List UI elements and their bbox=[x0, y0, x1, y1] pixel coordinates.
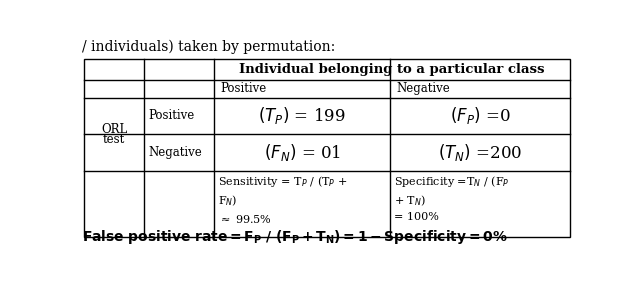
Text: $\left(T_P\right)$ = 199: $\left(T_P\right)$ = 199 bbox=[258, 105, 346, 126]
Text: Sensitivity = T$_P$ / (T$_P$ +
F$_N$)
$\approx$ 99.5%: Sensitivity = T$_P$ / (T$_P$ + F$_N$) $\… bbox=[218, 174, 348, 225]
Text: $\left(F_N\right)$ = 01: $\left(F_N\right)$ = 01 bbox=[264, 142, 340, 163]
Text: Individual belonging to a particular class: Individual belonging to a particular cla… bbox=[239, 63, 545, 76]
Text: Negative: Negative bbox=[396, 82, 450, 95]
Text: Specificity =T$_N$ / (F$_P$
+ T$_N$)
= 100%: Specificity =T$_N$ / (F$_P$ + T$_N$) = 1… bbox=[394, 174, 509, 222]
Text: ORL: ORL bbox=[101, 123, 127, 136]
Text: Positive: Positive bbox=[148, 109, 195, 122]
Text: / individuals) taken by permutation:: / individuals) taken by permutation: bbox=[83, 40, 335, 54]
Text: Positive: Positive bbox=[220, 82, 266, 95]
Text: test: test bbox=[103, 133, 125, 146]
Text: $\left(T_N\right)$ =200: $\left(T_N\right)$ =200 bbox=[438, 142, 522, 163]
Text: $\left(F_P\right)$ =0: $\left(F_P\right)$ =0 bbox=[449, 105, 510, 126]
Bar bbox=[84, 59, 570, 237]
Text: $\mathbf{False\ positive\ rate = F_P\ /\ (F_P + T_N) = 1 - Specificity = 0\%}$: $\mathbf{False\ positive\ rate = F_P\ /\… bbox=[83, 228, 508, 246]
Text: Negative: Negative bbox=[148, 146, 202, 159]
